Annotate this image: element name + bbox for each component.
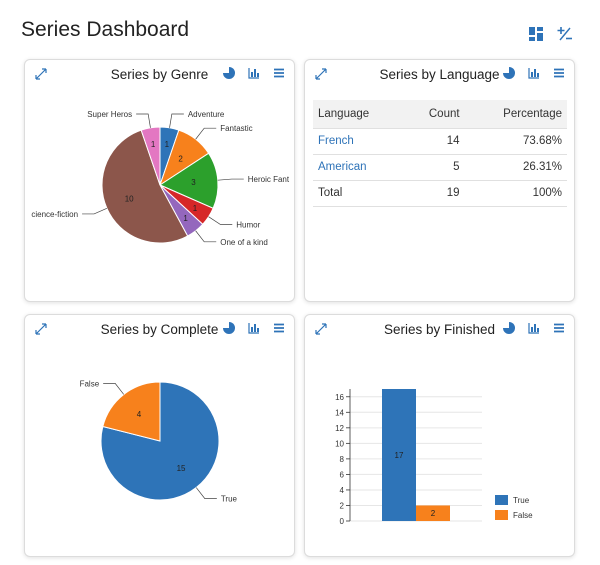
column-header-count[interactable]: Count <box>404 100 465 129</box>
slice-value-label: 1 <box>193 204 198 213</box>
column-header-language[interactable]: Language <box>313 100 405 129</box>
slice-category-label: Heroic Fant <box>248 175 290 184</box>
bar-value-label: 2 <box>431 509 436 518</box>
genre-card: Series by Genre 1 Adventure 2 Fantastic 3 Her… <box>24 59 295 302</box>
table-header-row: Language Count Percentage <box>313 100 567 129</box>
pie-chart-icon[interactable] <box>223 67 235 79</box>
slice-leader-line <box>195 127 217 140</box>
menu-icon[interactable] <box>273 322 285 334</box>
slice-category-label: True <box>221 495 238 504</box>
slice-leader-line <box>208 216 233 225</box>
legend-label: False <box>513 511 533 520</box>
y-tick-label: 8 <box>340 455 345 464</box>
slice-category-label: Humor <box>236 220 260 229</box>
slice-category-label: One of a kind <box>220 238 268 247</box>
slice-leader-line <box>103 383 125 395</box>
table-row: American 5 26.31% <box>313 154 567 181</box>
count-cell: 14 <box>404 128 465 155</box>
expand-icon[interactable] <box>35 68 47 80</box>
genre-pie-chart: 1 Adventure 2 Fantastic 3 Heroic Fant 1 Humor 1 O… <box>31 110 290 247</box>
slice-category-label: Adventure <box>188 110 225 119</box>
menu-icon[interactable] <box>273 67 285 79</box>
slice-leader-line <box>195 230 217 243</box>
expand-icon[interactable] <box>35 323 47 335</box>
complete-card: Series by Complete 15 True 4 False <box>24 314 295 557</box>
slice-leader-line <box>195 487 217 499</box>
pie-chart-icon[interactable] <box>223 322 235 334</box>
slice-value-label: 1 <box>183 214 188 223</box>
percentage-cell: 26.31% <box>464 154 567 181</box>
y-tick-label: 10 <box>335 439 344 448</box>
pie-slice <box>101 129 189 244</box>
y-tick-label: 12 <box>335 424 344 433</box>
language-card: Series by Language Language Count Percen… <box>304 59 575 302</box>
bar-chart-icon[interactable] <box>248 67 260 79</box>
slice-value-label: 2 <box>178 154 183 163</box>
slice-category-label: Super Heros <box>87 110 132 119</box>
menu-icon[interactable] <box>553 322 565 334</box>
card-title: Series by Complete <box>100 322 219 337</box>
language-link-french[interactable]: French <box>318 135 354 147</box>
complete-pie-chart: 15 True 4 False <box>80 379 238 504</box>
pie-chart-icon[interactable] <box>503 67 515 79</box>
slice-category-label: Fantastic <box>220 124 252 133</box>
total-count: 19 <box>404 180 465 207</box>
slice-leader-line <box>169 113 184 128</box>
card-title: Series by Language <box>379 67 500 82</box>
percentage-cell: 73.68% <box>464 128 567 155</box>
bar-chart-icon[interactable] <box>528 67 540 79</box>
slice-leader-line <box>82 207 108 215</box>
count-cell: 5 <box>404 154 465 181</box>
y-tick-label: 6 <box>340 470 345 479</box>
finished-card: Series by Finished 0 2 4 6 8 10 12 14 16 17 2 True F… <box>304 314 575 557</box>
legend-label: True <box>513 496 530 505</box>
y-tick-label: 0 <box>340 517 345 526</box>
bar <box>416 505 450 521</box>
slice-leader-line <box>136 113 151 128</box>
slice-value-label: 1 <box>165 140 170 149</box>
table-total-row: Total 19 100% <box>313 180 567 207</box>
card-title: Series by Finished <box>383 322 496 337</box>
finished-bar-chart: 0 2 4 6 8 10 12 14 16 17 2 True False <box>335 389 533 526</box>
slice-value-label: 10 <box>125 195 134 204</box>
slice-value-label: 4 <box>137 410 142 419</box>
slice-value-label: 3 <box>191 178 196 187</box>
bar-chart-icon[interactable] <box>528 322 540 334</box>
pie-chart-icon[interactable] <box>503 322 515 334</box>
y-tick-label: 16 <box>335 393 344 402</box>
dashboard-layout-icon[interactable] <box>528 26 544 42</box>
total-percentage: 100% <box>464 180 567 207</box>
page-title: Series Dashboard <box>21 18 190 41</box>
total-label: Total <box>313 180 405 207</box>
legend-swatch <box>495 495 508 505</box>
slice-leader-line <box>217 178 244 181</box>
bar-chart-icon[interactable] <box>248 322 260 334</box>
bar-value-label: 17 <box>395 451 404 460</box>
slice-category-label: False <box>80 379 100 388</box>
y-tick-label: 4 <box>340 486 345 495</box>
table-row: French 14 73.68% <box>313 128 567 155</box>
plus-minus-icon[interactable] <box>557 26 573 42</box>
menu-icon[interactable] <box>553 67 565 79</box>
expand-icon[interactable] <box>315 323 327 335</box>
y-tick-label: 2 <box>340 501 345 510</box>
column-header-percentage[interactable]: Percentage <box>464 100 567 129</box>
language-link-american[interactable]: American <box>318 161 367 173</box>
slice-value-label: 15 <box>177 464 186 473</box>
y-tick-label: 14 <box>335 408 344 417</box>
card-title: Series by Genre <box>110 67 209 82</box>
expand-icon[interactable] <box>315 68 327 80</box>
pie-slice <box>102 381 161 442</box>
bar <box>382 389 416 521</box>
legend-swatch <box>495 510 508 520</box>
language-table: Language Count Percentage French 14 73.6… <box>313 100 567 207</box>
slice-category-label: cience-fiction <box>31 210 78 219</box>
slice-value-label: 1 <box>151 140 156 149</box>
